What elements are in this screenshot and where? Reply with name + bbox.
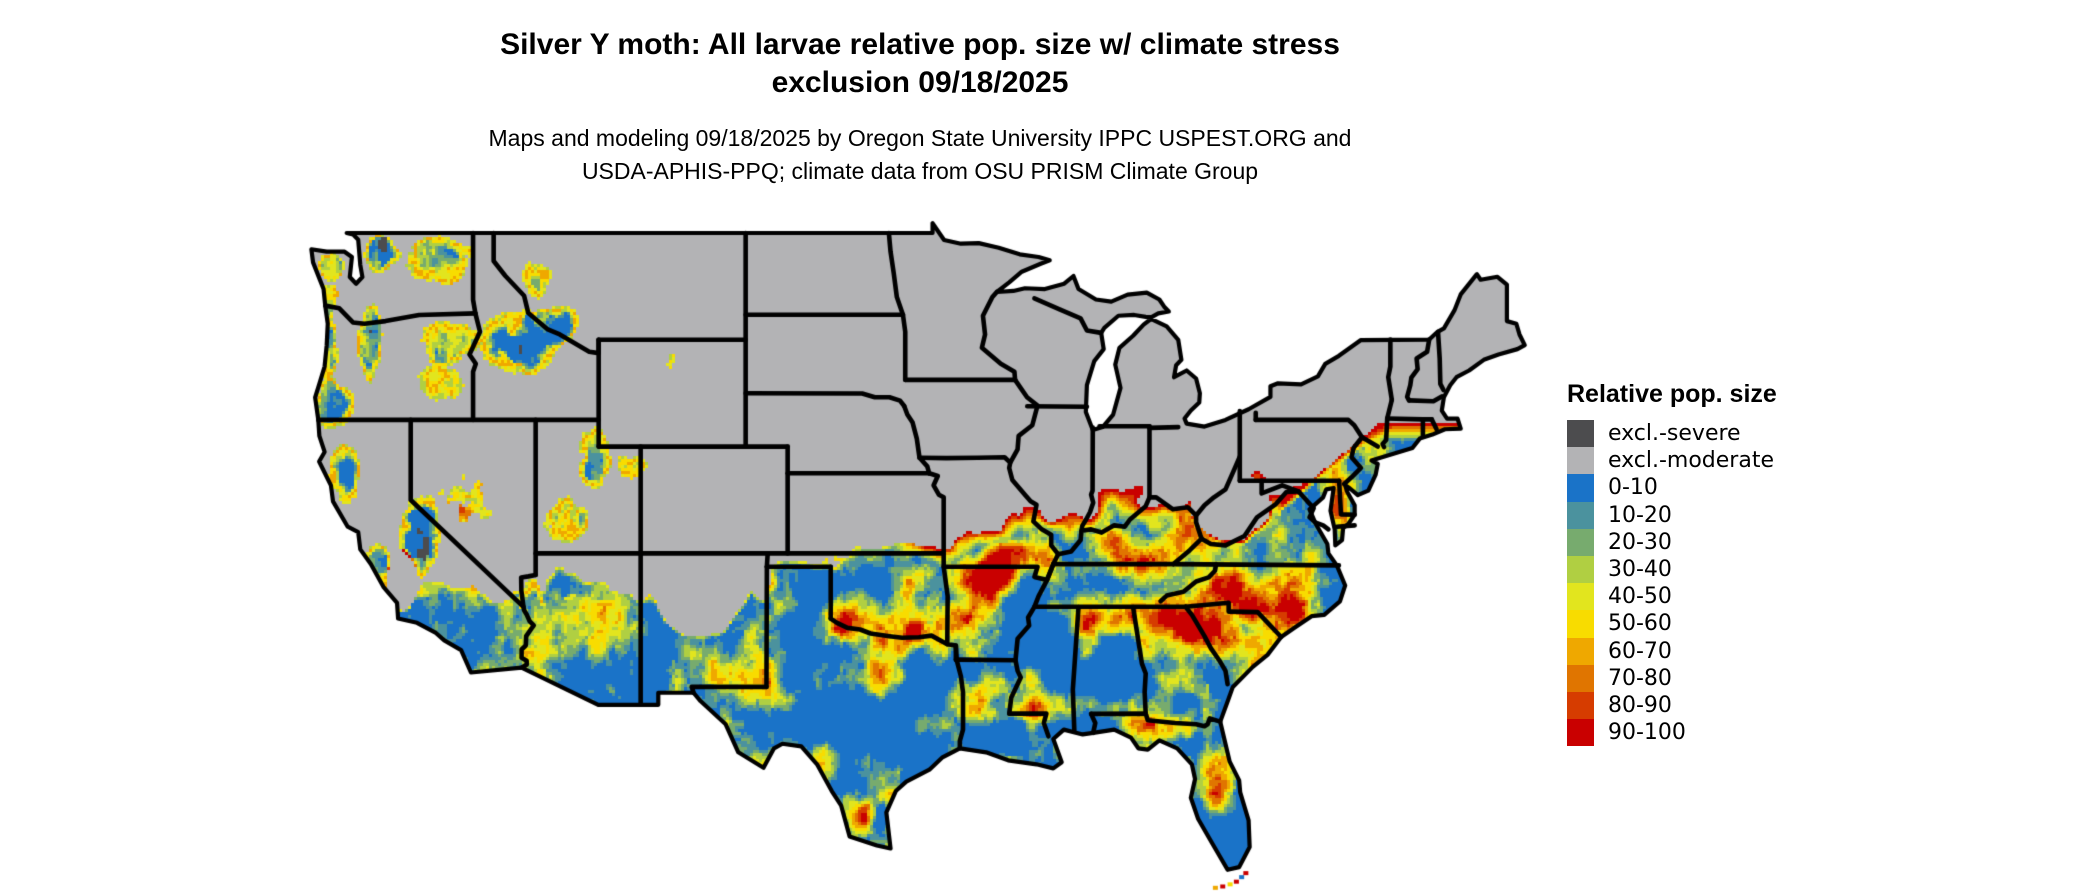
- legend: Relative pop. size excl.-severe excl.-mod…: [1567, 380, 1777, 747]
- legend-item: 70-80: [1567, 664, 1777, 692]
- legend-item-label: 90-100: [1608, 720, 1686, 746]
- legend-color-swatch: [1567, 501, 1594, 529]
- legend-item-label: 20-30: [1608, 529, 1672, 555]
- legend-item: excl.-severe: [1567, 420, 1777, 448]
- legend-title: Relative pop. size: [1567, 380, 1777, 408]
- legend-item-label: 60-70: [1608, 638, 1672, 664]
- legend-item-label: excl.-moderate: [1608, 448, 1774, 474]
- legend-item: excl.-moderate: [1567, 447, 1777, 475]
- legend-item-label: 0-10: [1608, 475, 1658, 501]
- legend-color-swatch: [1567, 528, 1594, 556]
- legend-color-swatch: [1567, 637, 1594, 665]
- legend-item-label: 50-60: [1608, 611, 1672, 637]
- legend-color-swatch: [1567, 691, 1594, 720]
- map-title: Silver Y moth: All larvae relative pop. …: [0, 26, 1840, 102]
- legend-color-swatch: [1567, 420, 1594, 448]
- legend-item-label: 30-40: [1608, 556, 1672, 582]
- legend-color-swatch: [1567, 447, 1594, 475]
- legend-item-label: 80-90: [1608, 692, 1672, 718]
- legend-item: 40-50: [1567, 583, 1777, 611]
- legend-item: 20-30: [1567, 528, 1777, 556]
- legend-rows: excl.-severe excl.-moderate 0-10 10-20 20-30…: [1567, 420, 1777, 747]
- legend-color-swatch: [1567, 474, 1594, 502]
- legend-color-swatch: [1567, 664, 1594, 692]
- legend-color-swatch: [1567, 719, 1594, 747]
- legend-item: 60-70: [1567, 637, 1777, 665]
- legend-item: 0-10: [1567, 474, 1777, 502]
- legend-color-swatch: [1567, 555, 1594, 584]
- legend-color-swatch: [1567, 583, 1594, 611]
- legend-item-label: excl.-severe: [1608, 421, 1741, 446]
- map-subtitle: Maps and modeling 09/18/2025 by Oregon S…: [0, 122, 1840, 188]
- legend-color-swatch: [1567, 610, 1594, 638]
- legend-item-label: 70-80: [1608, 665, 1672, 691]
- legend-item: 30-40: [1567, 555, 1777, 584]
- map-title-line1: Silver Y moth: All larvae relative pop. …: [500, 28, 1340, 61]
- legend-item: 50-60: [1567, 610, 1777, 638]
- legend-item: 90-100: [1567, 719, 1777, 747]
- legend-item: 80-90: [1567, 691, 1777, 720]
- map-title-line2: exclusion 09/18/2025: [771, 66, 1069, 99]
- legend-item-label: 10-20: [1608, 502, 1672, 528]
- legend-item: 10-20: [1567, 501, 1777, 529]
- map-subtitle-line1: Maps and modeling 09/18/2025 by Oregon S…: [488, 125, 1352, 151]
- map-subtitle-line2: USDA-APHIS-PPQ; climate data from OSU PR…: [581, 158, 1259, 184]
- legend-item-label: 40-50: [1608, 584, 1672, 610]
